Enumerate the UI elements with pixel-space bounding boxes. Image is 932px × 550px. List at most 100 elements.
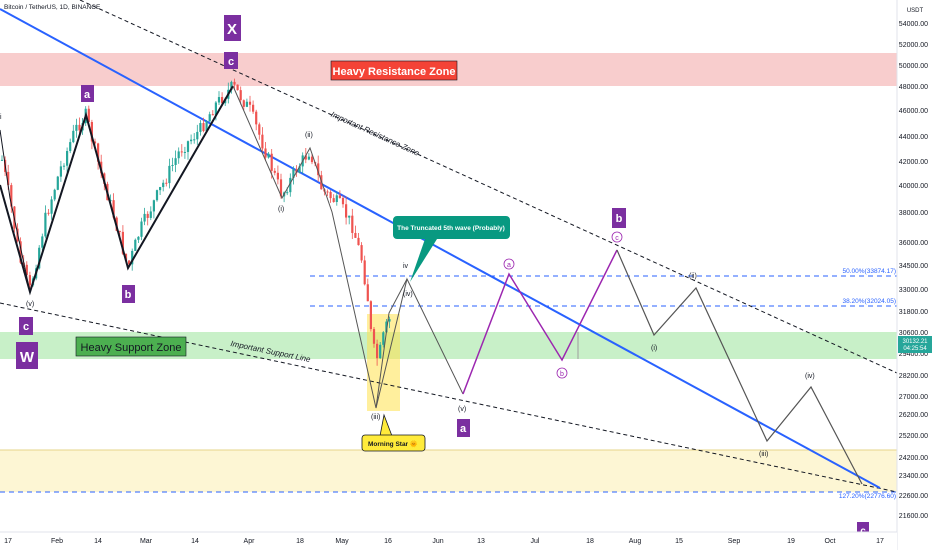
candle-body	[19, 241, 22, 263]
price-axis-label: 26200.00	[899, 412, 928, 419]
fib-1272-text: 127.20%(22776.60)	[839, 493, 896, 500]
price-axis-label: 48000.00	[899, 84, 928, 91]
svg-text:04:25:54: 04:25:54	[903, 346, 927, 352]
candle-body	[252, 104, 255, 112]
badge-c-left: c	[19, 317, 33, 335]
candle-body	[267, 153, 270, 158]
candle-body	[354, 232, 357, 238]
candle-body	[341, 197, 345, 205]
candle-body	[97, 143, 100, 162]
truncated-wave-text: The Truncated 5th wave (Probably)	[397, 225, 505, 232]
circle-label-c: c	[611, 231, 623, 243]
price-axis-label: 36000.00	[899, 240, 928, 247]
candle-body	[50, 199, 53, 214]
price-axis-label: 44000.00	[899, 134, 928, 141]
price-axis-label: 27000.00	[899, 394, 928, 401]
time-axis-label: 18	[586, 538, 594, 545]
time-axis-label: Jul	[531, 538, 540, 545]
badge-a-top: a	[81, 85, 94, 102]
morning-star-callout: Morning Star 🌞	[361, 413, 426, 452]
svg-text:30132.21: 30132.21	[902, 339, 928, 345]
price-axis-bg[interactable]	[897, 0, 932, 550]
wave-label-iii-right: (iii)	[759, 451, 768, 458]
candle-body	[165, 182, 168, 184]
candle-body	[190, 139, 193, 142]
time-axis-label: Sep	[728, 538, 741, 545]
candle-body	[376, 343, 379, 359]
candle-body	[382, 332, 385, 345]
badge-a-right: a	[457, 419, 470, 437]
price-axis-label: 29400.00	[899, 351, 928, 358]
candle-body	[0, 159, 4, 161]
candle-body	[304, 155, 307, 160]
candle-body	[379, 344, 382, 359]
candle-body	[146, 213, 149, 218]
candle-body	[360, 245, 363, 261]
candle-body	[28, 275, 31, 286]
candle-body	[38, 247, 41, 269]
svg-text:c: c	[23, 321, 29, 333]
candle-body	[7, 171, 10, 186]
price-axis-label: 52000.00	[899, 42, 928, 49]
candle-body	[205, 121, 208, 132]
time-axis-bg[interactable]	[0, 532, 897, 550]
candle-body	[72, 130, 75, 143]
candle-body	[348, 215, 351, 218]
wave-label-i-left: i	[0, 114, 2, 121]
candle-body	[230, 81, 233, 90]
candle-body	[41, 236, 44, 248]
truncated-wave-callout: The Truncated 5th wave (Probably)	[393, 216, 510, 282]
time-axis-label: Mar	[140, 538, 153, 545]
svg-text:c: c	[615, 235, 619, 242]
candle-body	[369, 301, 372, 330]
time-axis-label: 16	[384, 538, 392, 545]
blue-trendline	[0, 8, 881, 489]
candle-body	[261, 134, 264, 149]
time-axis-label: 18	[296, 538, 304, 545]
candle-body	[143, 213, 146, 222]
circle-label-a: a	[503, 258, 515, 270]
wave-label-i-right: (i)	[651, 345, 657, 352]
time-axis-label: 15	[675, 538, 683, 545]
time-axis-label: Jun	[432, 538, 443, 545]
candle-body	[273, 170, 276, 173]
candle-body	[75, 124, 78, 131]
candlesticks	[0, 78, 391, 366]
candle-body	[329, 191, 332, 199]
candle-body	[279, 179, 283, 197]
candle-body	[239, 90, 242, 101]
candle-body	[317, 163, 320, 176]
price-axis-label: 31800.00	[899, 309, 928, 316]
candle-body	[149, 211, 152, 218]
current-price-tag: 30132.21 04:25:54	[898, 336, 932, 353]
badge-b-right: b	[612, 208, 626, 228]
time-axis-label: 17	[876, 538, 884, 545]
wave-labels: i (v) (ii) (i) (iii) iv (iv) (v) (i) (ii…	[0, 114, 815, 458]
wave-label-ii: (ii)	[305, 132, 313, 139]
candle-body	[310, 156, 314, 163]
candle-body	[217, 97, 221, 103]
wave-path-left-edge	[0, 129, 31, 293]
svg-text:b: b	[560, 371, 564, 378]
candle-body	[118, 230, 121, 232]
time-axis-label: 19	[787, 538, 795, 545]
candle-body	[93, 141, 97, 144]
candle-body	[264, 148, 267, 158]
candle-body	[366, 284, 369, 302]
projection-purple-path	[462, 249, 618, 395]
time-axis-label: 14	[94, 538, 102, 545]
svg-text:a: a	[460, 423, 467, 435]
candle-body	[295, 169, 298, 173]
price-axis-label: 24200.00	[899, 455, 928, 462]
candle-body	[338, 195, 341, 198]
support-trendline	[0, 302, 898, 493]
price-axis-label: 38000.00	[899, 210, 928, 217]
svg-text:a: a	[507, 262, 511, 269]
candle-body	[59, 166, 62, 177]
candle-body	[128, 260, 131, 265]
time-axis-label: 17	[4, 538, 12, 545]
wave-label-iv-paren: (iv)	[403, 291, 413, 298]
svg-text:a: a	[84, 89, 91, 101]
